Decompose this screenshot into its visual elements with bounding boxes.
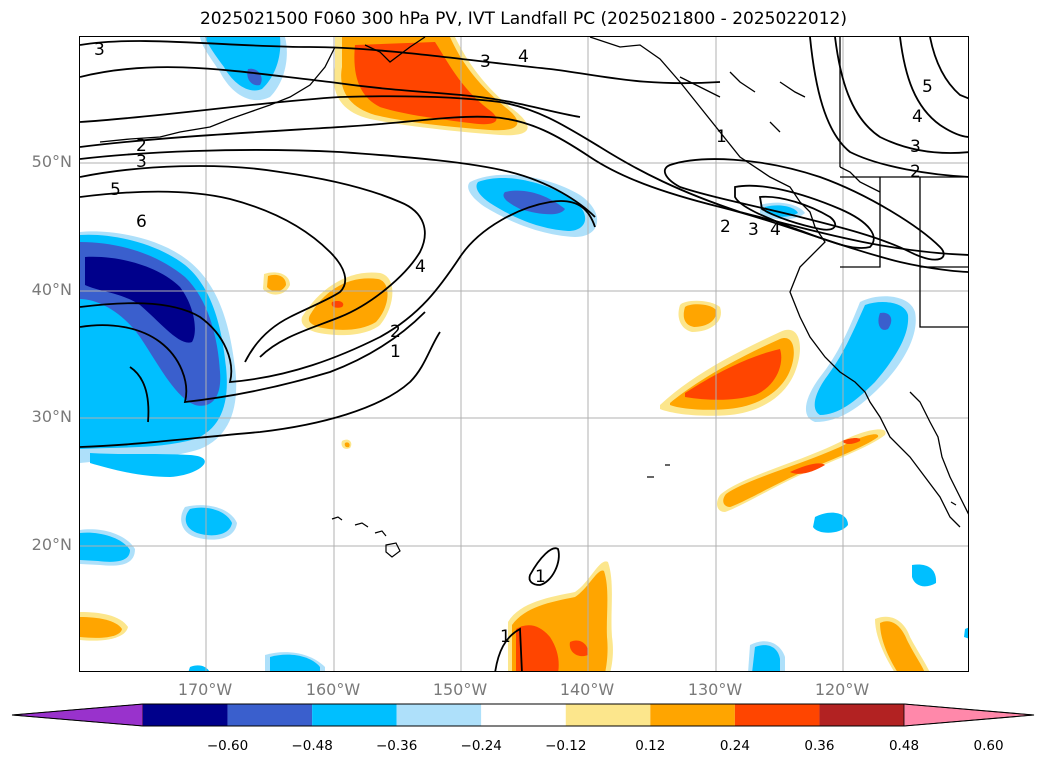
colorbar-segment bbox=[143, 704, 228, 726]
contour-label: 5 bbox=[110, 180, 121, 200]
contour-label: 4 bbox=[518, 47, 529, 67]
contour-label: 3 bbox=[748, 220, 759, 240]
colorbar-tick-label: −0.24 bbox=[460, 738, 502, 754]
colorbar-tick-label: −0.12 bbox=[545, 738, 587, 754]
colorbar-tick-label: −0.36 bbox=[375, 738, 418, 754]
lon-label-170w: 170°W bbox=[177, 680, 233, 699]
lat-label-30n: 30°N bbox=[31, 407, 72, 426]
colorbar-segment bbox=[819, 704, 904, 726]
map-panel: 3 4 3 2 3 5 6 4 2 1 2 3 4 5 4 3 2 1 1 1 bbox=[79, 36, 969, 672]
colorbar-tick-label: 0.24 bbox=[719, 738, 750, 754]
pv-contours bbox=[80, 37, 968, 671]
lon-label-150w: 150°W bbox=[432, 680, 488, 699]
colorbar-segment bbox=[396, 704, 482, 726]
contour-label: 1 bbox=[716, 127, 727, 147]
contour-label: 1 bbox=[535, 567, 546, 587]
contour-label: 3 bbox=[480, 52, 491, 72]
map-canvas: 3 4 3 2 3 5 6 4 2 1 2 3 4 5 4 3 2 1 1 1 bbox=[80, 37, 968, 671]
contour-label: 3 bbox=[136, 152, 147, 172]
lat-label-50n: 50°N bbox=[31, 152, 72, 171]
colorbar-segment bbox=[227, 704, 313, 726]
contour-label: 4 bbox=[415, 257, 426, 277]
contour-label: 2 bbox=[136, 136, 147, 156]
contour-label: 1 bbox=[500, 627, 511, 647]
colorbar-tick-label: 0.60 bbox=[973, 738, 1004, 754]
colorbar-segment bbox=[481, 704, 566, 726]
colorbar-tick-label: −0.60 bbox=[206, 738, 249, 754]
colorbar-segment bbox=[312, 704, 397, 726]
contour-label: 6 bbox=[136, 212, 147, 232]
colorbar-extend-low bbox=[11, 703, 144, 727]
coastlines bbox=[99, 37, 968, 528]
positive-anomaly-south bbox=[508, 561, 613, 671]
colorbar-tick-label: −0.48 bbox=[291, 738, 333, 754]
negative-anomaly-west bbox=[80, 231, 237, 477]
contour-label: 3 bbox=[910, 137, 921, 157]
contour-label: 3 bbox=[94, 40, 105, 60]
gridlines bbox=[80, 37, 968, 671]
positive-anomaly-central bbox=[263, 272, 393, 449]
colorbar-tick-label: 0.36 bbox=[804, 738, 835, 754]
colorbar-tick-label: 0.48 bbox=[888, 738, 920, 754]
colorbar bbox=[11, 703, 1035, 727]
colorbar-segment bbox=[565, 704, 651, 726]
contour-label: 1 bbox=[390, 342, 401, 362]
contour-label: 4 bbox=[770, 220, 781, 240]
colorbar-outline bbox=[11, 703, 1035, 727]
colorbar-tick-label: 0.12 bbox=[635, 738, 666, 754]
colorbar-extend-high bbox=[903, 703, 1035, 727]
contour-label: 2 bbox=[910, 162, 921, 182]
contour-label: 2 bbox=[390, 322, 401, 342]
contour-label: 2 bbox=[720, 217, 731, 237]
contour-label: 5 bbox=[922, 77, 933, 97]
contour-label: 4 bbox=[912, 107, 923, 127]
lon-label-160w: 160°W bbox=[305, 680, 361, 699]
contour-labels: 3 4 3 2 3 5 6 4 2 1 2 3 4 5 4 3 2 1 1 1 bbox=[94, 40, 933, 647]
lat-label-40n: 40°N bbox=[31, 280, 72, 299]
hawaiian-islands bbox=[331, 464, 957, 558]
lon-label-120w: 120°W bbox=[814, 680, 870, 699]
lat-label-20n: 20°N bbox=[31, 535, 72, 554]
colorbar-segment bbox=[650, 704, 735, 726]
colorbar-segment bbox=[734, 704, 820, 726]
lon-label-140w: 140°W bbox=[559, 680, 615, 699]
plot-title: 2025021500 F060 300 hPa PV, IVT Landfall… bbox=[199, 9, 847, 29]
lon-label-130w: 130°W bbox=[687, 680, 743, 699]
